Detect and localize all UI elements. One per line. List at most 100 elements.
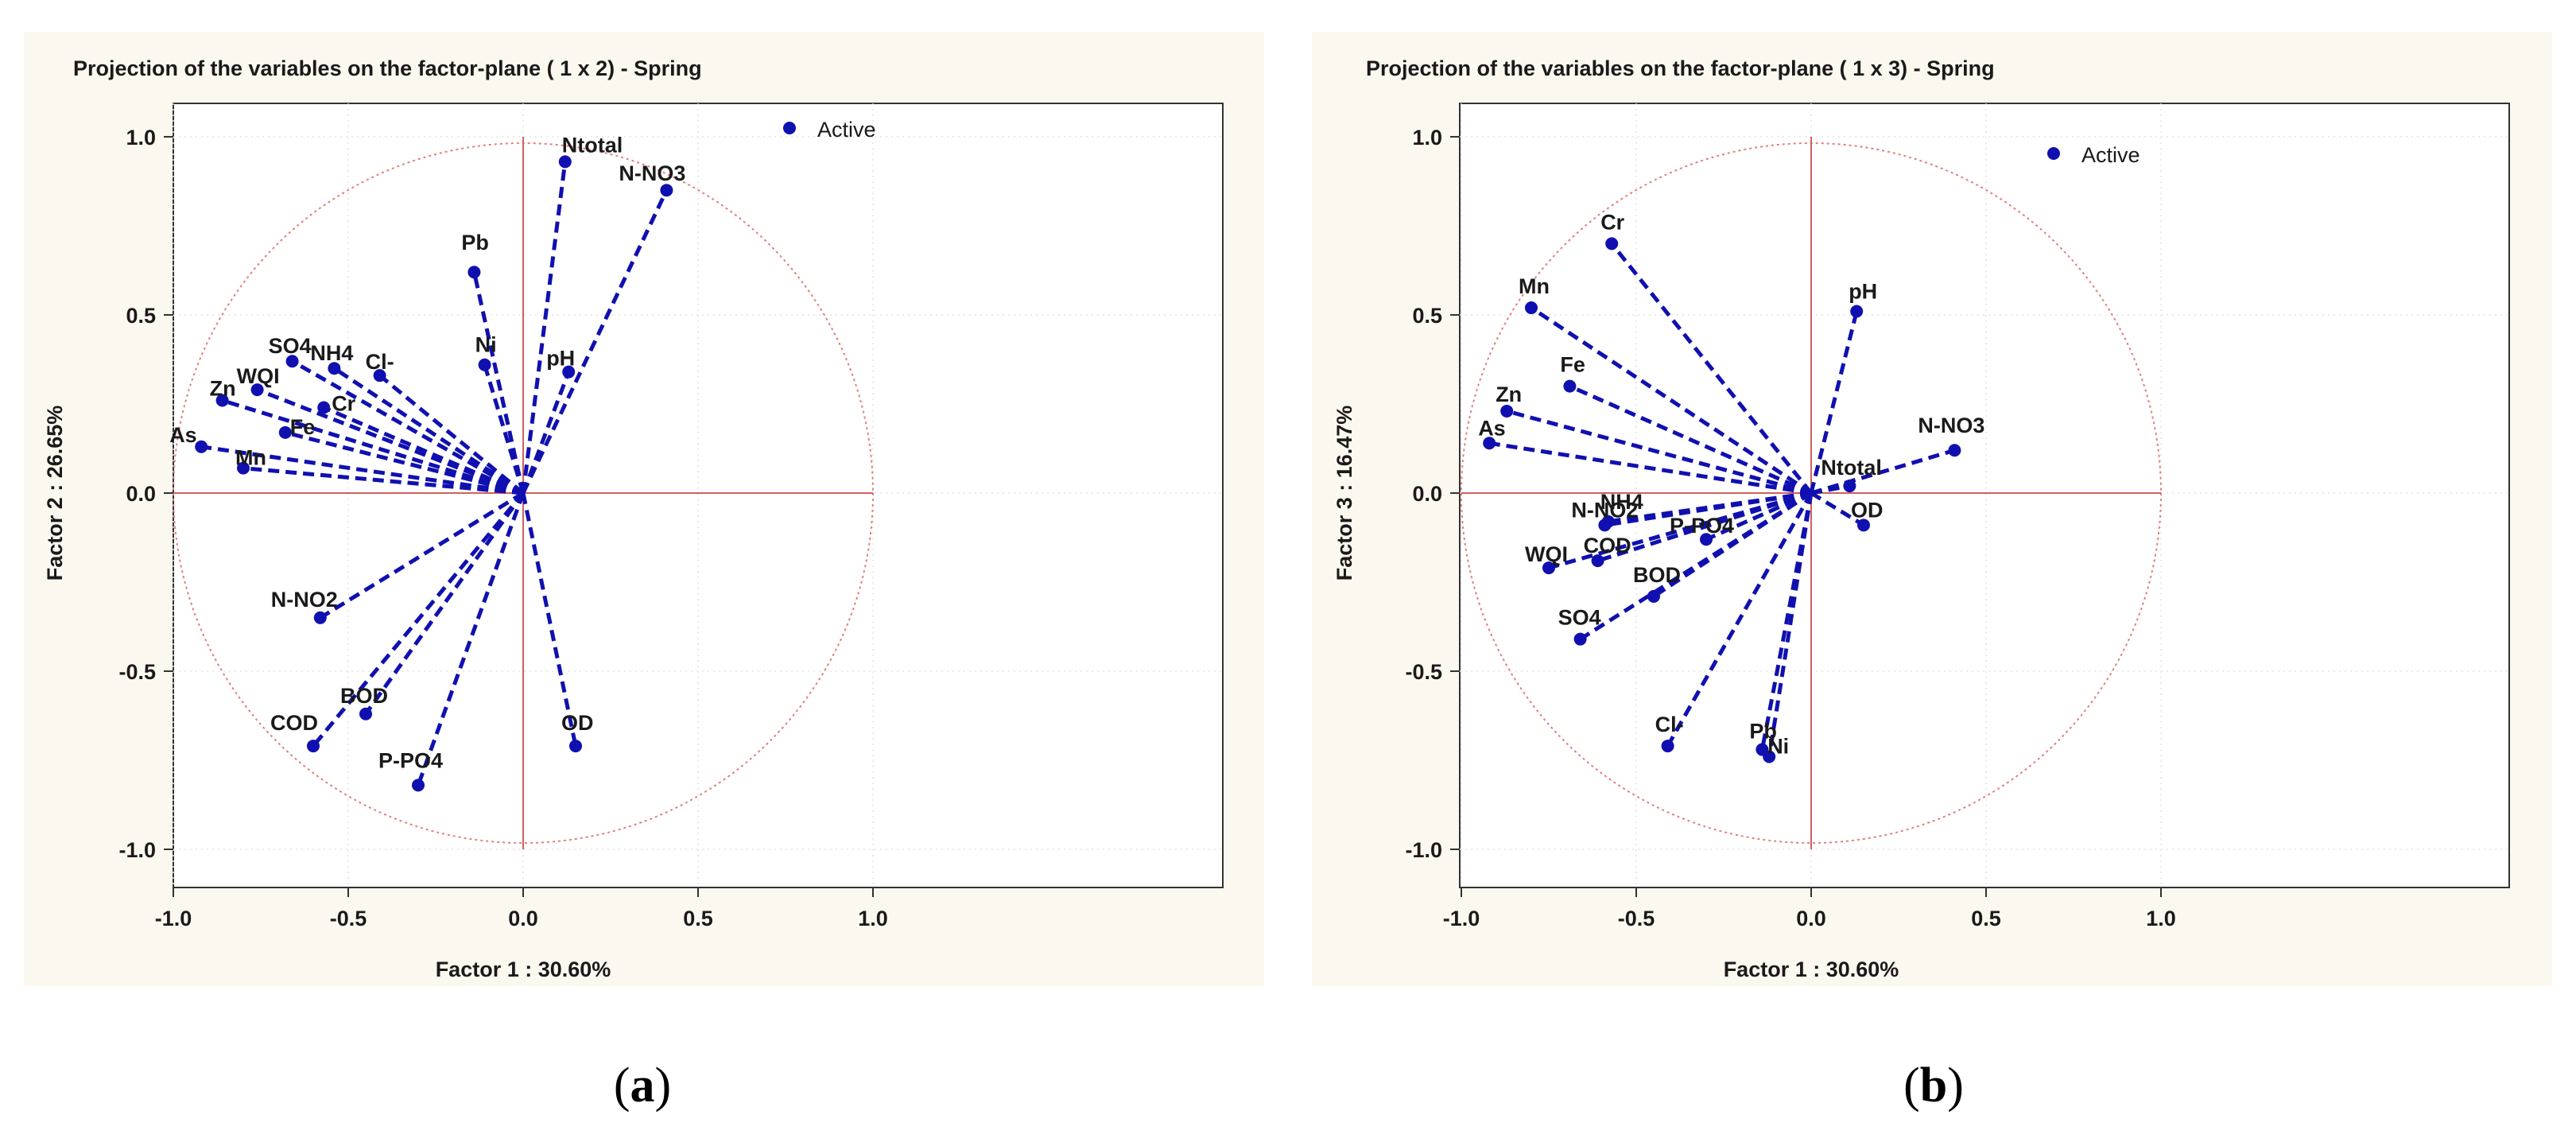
point-ni <box>1763 750 1776 763</box>
point-ntotal <box>1843 480 1856 493</box>
point-n-no2 <box>313 611 327 624</box>
vector-fe <box>1569 384 1813 495</box>
panel-b-title: Projection of the variables on the facto… <box>1366 56 1995 80</box>
label-pb: Pb <box>461 231 489 254</box>
point-ntotal <box>558 155 572 169</box>
point-ni <box>478 358 491 371</box>
point-zn <box>1500 404 1514 418</box>
caption-b: (b) <box>1903 1058 1964 1113</box>
point-so4 <box>1573 632 1587 646</box>
point-ph <box>562 365 576 379</box>
point-pb <box>467 266 481 279</box>
panel-b-plot-area <box>1459 103 2510 888</box>
panel-a-legend-label: Active <box>817 118 876 142</box>
vector-ntotal <box>1810 484 1850 495</box>
point-as <box>1483 437 1496 450</box>
panel-a-y-axis-title: Factor 2 : 26.65% <box>43 406 67 581</box>
label-od: OD <box>1851 498 1884 522</box>
point-n-no2 <box>1598 519 1612 532</box>
label-n-no2: N-NO2 <box>1571 498 1638 522</box>
vector-ntotal <box>521 161 568 494</box>
vector-pb <box>471 271 526 494</box>
label-wqi: WQI <box>1525 542 1568 566</box>
point-so4 <box>285 355 299 368</box>
y-tick-label: 1.0 <box>126 126 156 150</box>
vector-as <box>1488 441 1812 495</box>
y-tick-label: 0.0 <box>1412 482 1442 506</box>
label-wqi: WQI <box>237 364 280 388</box>
label-pb: Pb <box>1749 720 1777 744</box>
vector-cl <box>378 374 525 495</box>
vector-cl <box>1666 491 1814 748</box>
y-tick-label: -0.5 <box>118 660 156 684</box>
vector-cod <box>312 491 525 748</box>
vector-ni <box>1767 492 1814 757</box>
point-od <box>569 740 582 753</box>
label-ph: pH <box>1849 280 1877 304</box>
x-tick-label: 1.0 <box>2146 907 2176 930</box>
panel-b-y-ticks: -1.0 -0.5 0.0 0.5 1.0 <box>1405 126 1460 862</box>
vector-so4 <box>1579 491 1813 641</box>
x-tick-label: -0.5 <box>1618 907 1655 930</box>
y-tick-label: 0.5 <box>126 304 156 328</box>
label-ni: Ni <box>1767 735 1789 759</box>
panel-a-title: Projection of the variables on the facto… <box>73 56 702 80</box>
panel-b-legend-marker <box>2047 147 2060 160</box>
label-ni: Ni <box>475 333 497 357</box>
point-as <box>195 440 208 453</box>
vector-n-no3 <box>1810 448 1956 495</box>
x-tick-label: -0.5 <box>330 907 367 930</box>
point-cr <box>317 401 331 414</box>
x-tick-label: -1.0 <box>155 907 192 930</box>
panel-a-grid <box>173 103 1223 887</box>
y-tick-label: -1.0 <box>1405 838 1442 862</box>
label-nh4: NH4 <box>310 341 353 365</box>
panel-a-points <box>195 155 673 792</box>
point-ph <box>1850 305 1864 318</box>
label-ph: pH <box>546 347 575 371</box>
vector-as <box>200 445 524 495</box>
point-fe <box>1563 379 1577 393</box>
vector-wqi <box>1548 491 1812 570</box>
label-p-po4: P-PO4 <box>378 748 443 772</box>
point-cod <box>1591 554 1604 568</box>
panel-a-y-ticks: -1.0 -0.5 0.0 0.5 1.0 <box>118 126 173 862</box>
point-mn <box>1525 301 1538 315</box>
vector-so4 <box>291 359 525 495</box>
label-od: OD <box>561 711 594 735</box>
vector-nh4 <box>333 367 525 495</box>
x-tick-label: -1.0 <box>1443 907 1480 930</box>
label-cl: Cl- <box>366 350 394 374</box>
panel-a-legend-marker <box>783 122 796 134</box>
label-fe: Fe <box>1560 353 1585 377</box>
point-zn <box>215 394 229 407</box>
panel-b-vectors <box>1488 242 1956 757</box>
panel-a-x-axis-title: Factor 1 : 30.60% <box>436 957 611 981</box>
panel-b-legend: Active <box>2047 143 2140 167</box>
panel-b-x-axis-title: Factor 1 : 30.60% <box>1724 957 1899 981</box>
vector-mn <box>1530 305 1813 495</box>
label-ntotal: Ntotal <box>562 133 623 157</box>
point-nh4 <box>328 362 341 375</box>
y-tick-label: 0.5 <box>1412 304 1442 328</box>
label-so4: SO4 <box>269 334 312 358</box>
point-bod <box>1647 589 1660 603</box>
x-tick-label: 0.0 <box>1796 907 1826 930</box>
label-cr: Cr <box>332 391 355 415</box>
label-as: As <box>1478 416 1506 440</box>
point-cl <box>373 369 386 383</box>
label-fe: Fe <box>290 415 316 439</box>
vector-n-no2 <box>319 491 525 619</box>
label-nh4: NH4 <box>1600 490 1643 514</box>
vector-ph <box>521 371 571 494</box>
point-p-po4 <box>412 779 425 792</box>
x-tick-label: 0.5 <box>683 907 713 930</box>
y-tick-label: -1.0 <box>118 838 156 862</box>
label-ntotal: Ntotal <box>1821 456 1882 480</box>
point-cl <box>1661 740 1674 753</box>
panel-b-y-axis-title: Factor 3 : 16.47% <box>1333 406 1356 581</box>
point-od <box>1857 519 1870 532</box>
label-bod: BOD <box>1633 563 1681 587</box>
